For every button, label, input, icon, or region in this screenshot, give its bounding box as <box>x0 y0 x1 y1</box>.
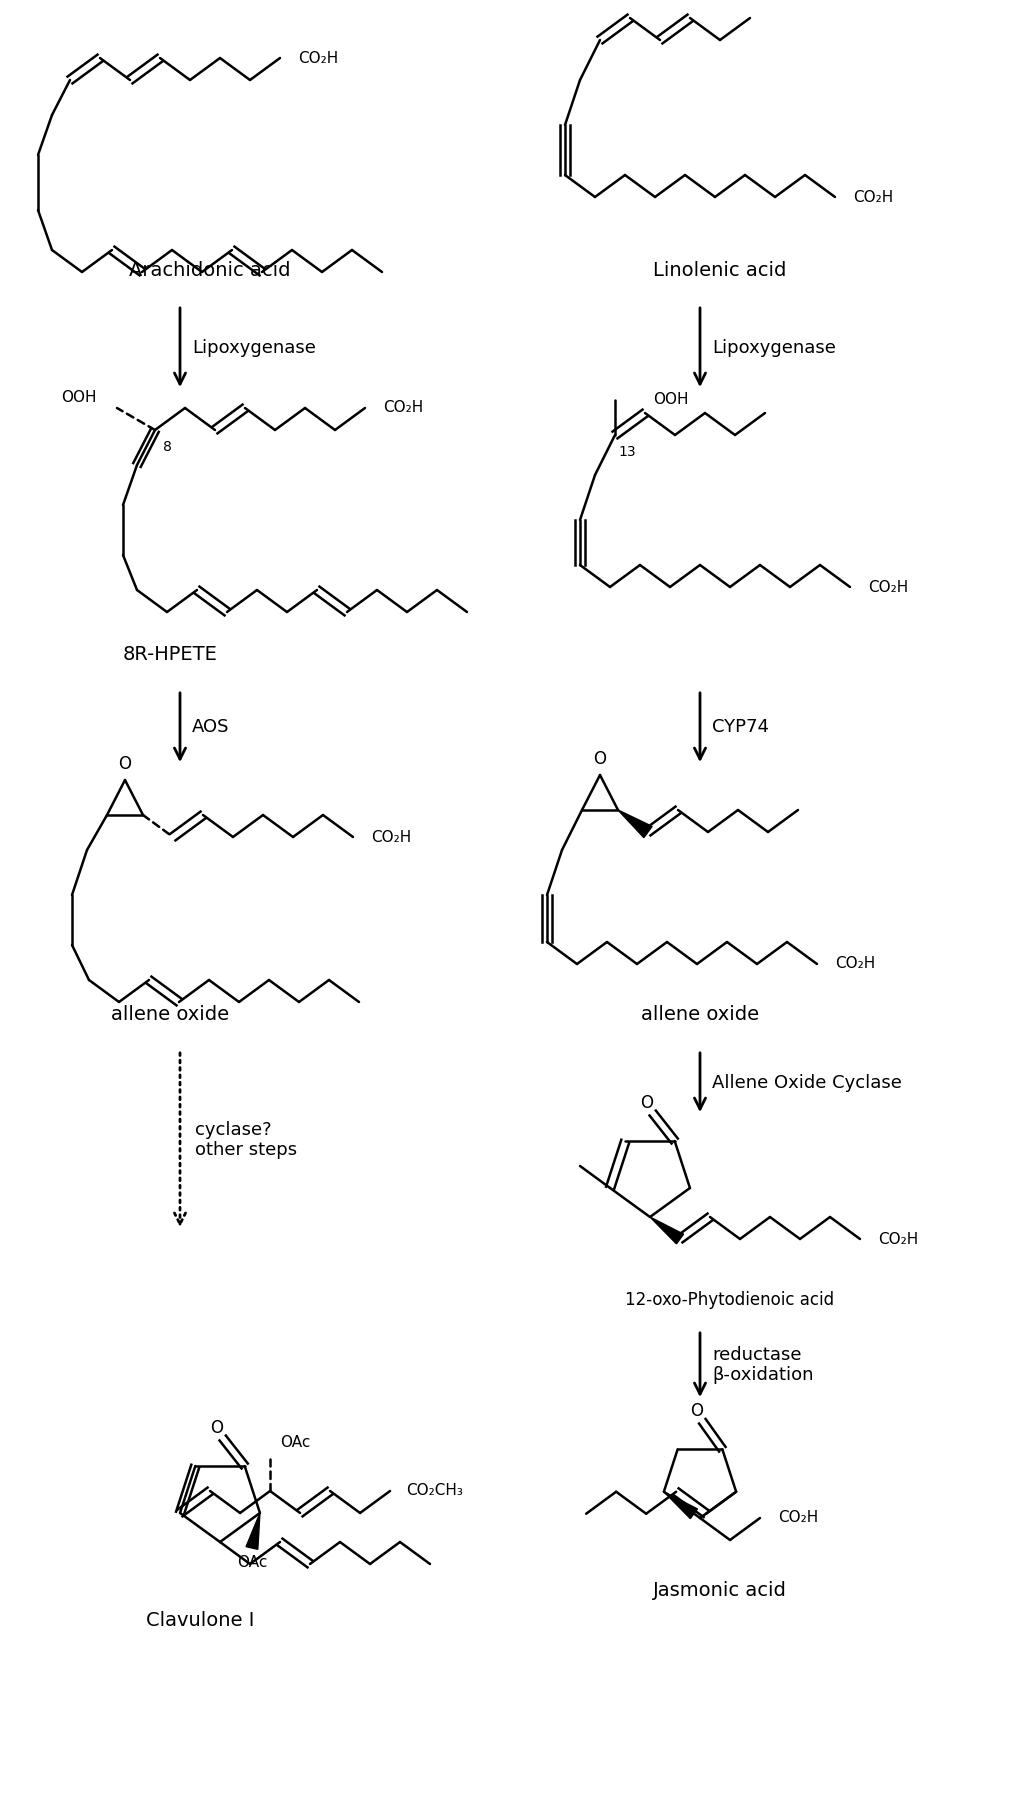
Text: Linolenic acid: Linolenic acid <box>653 261 786 279</box>
Text: cyclase?
other steps: cyclase? other steps <box>195 1121 297 1159</box>
Text: 12-oxo-Phytodienoic acid: 12-oxo-Phytodienoic acid <box>625 1291 834 1309</box>
Text: O: O <box>593 751 606 769</box>
Text: OOH: OOH <box>652 392 688 407</box>
Text: O: O <box>118 754 131 772</box>
Text: OOH: OOH <box>61 391 97 405</box>
Polygon shape <box>649 1217 683 1244</box>
Polygon shape <box>663 1492 697 1519</box>
Text: CYP74: CYP74 <box>711 718 768 736</box>
Text: 13: 13 <box>618 445 635 459</box>
Text: Jasmonic acid: Jasmonic acid <box>652 1580 787 1600</box>
Text: Lipoxygenase: Lipoxygenase <box>192 338 316 356</box>
Text: allene oxide: allene oxide <box>111 1006 229 1024</box>
Text: Allene Oxide Cyclase: Allene Oxide Cyclase <box>711 1073 901 1091</box>
Text: Arachidonic acid: Arachidonic acid <box>129 261 290 279</box>
Text: CO₂H: CO₂H <box>371 830 411 844</box>
Text: AOS: AOS <box>192 718 229 736</box>
Text: 8R-HPETE: 8R-HPETE <box>122 646 217 664</box>
Text: CO₂H: CO₂H <box>777 1510 817 1526</box>
Text: 8: 8 <box>162 439 171 454</box>
Text: Lipoxygenase: Lipoxygenase <box>711 338 835 356</box>
Text: allene oxide: allene oxide <box>640 1006 758 1024</box>
Text: O: O <box>210 1418 223 1436</box>
Text: Clavulone I: Clavulone I <box>146 1611 254 1629</box>
Text: CO₂H: CO₂H <box>877 1231 917 1246</box>
Polygon shape <box>618 810 651 837</box>
Text: O: O <box>689 1402 702 1420</box>
Text: CO₂H: CO₂H <box>867 580 907 594</box>
Text: CO₂CH₃: CO₂CH₃ <box>407 1483 463 1498</box>
Text: reductase
β-oxidation: reductase β-oxidation <box>711 1346 813 1384</box>
Text: CO₂H: CO₂H <box>298 50 337 65</box>
Text: OAc: OAc <box>280 1435 310 1451</box>
Text: CO₂H: CO₂H <box>852 189 893 205</box>
Text: CO₂H: CO₂H <box>835 956 874 972</box>
Polygon shape <box>246 1514 260 1550</box>
Text: OAc: OAc <box>236 1555 267 1570</box>
Text: O: O <box>640 1094 652 1112</box>
Text: CO₂H: CO₂H <box>382 401 423 416</box>
